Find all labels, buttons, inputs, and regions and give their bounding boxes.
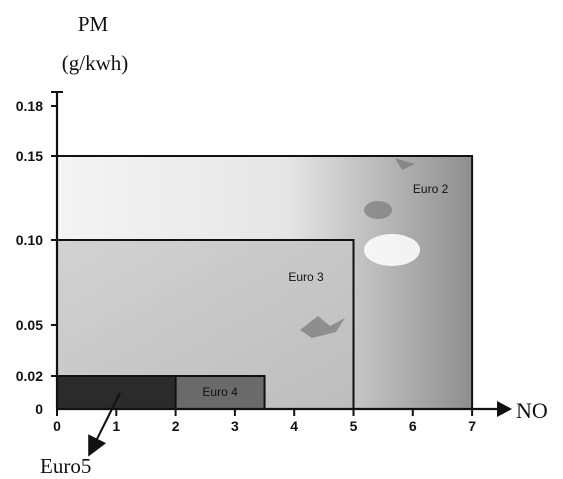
x-tick-label-4: 4	[290, 418, 298, 434]
region-label-euro2: Euro 2	[413, 182, 449, 196]
limit-regions	[56, 155, 474, 410]
y-axis-title-line1: PM	[78, 12, 109, 36]
x-tick-label-2: 2	[172, 418, 180, 434]
euro5-label: Euro5	[40, 454, 91, 478]
tick-labels: 0 1 2 3 4 5 6 7 0 0.02 0.05 0.10 0.15 0.18	[16, 98, 476, 434]
background-shading	[300, 158, 420, 338]
region-euro5	[56, 375, 177, 410]
x-tick-label-0: 0	[53, 418, 61, 434]
region-label-euro4: Euro 4	[202, 385, 238, 399]
x-tick-label-3: 3	[231, 418, 239, 434]
y-axis-title-line2: (g/kwh)	[62, 51, 129, 75]
y-tick-label-0.05: 0.05	[16, 317, 43, 333]
y-tick-label-0: 0	[35, 401, 43, 417]
euro5-pointer-arrow	[88, 392, 121, 457]
region-label-euro3: Euro 3	[288, 270, 324, 284]
x-tick-label-1: 1	[112, 418, 120, 434]
y-tick-label-0.15: 0.15	[16, 148, 43, 164]
tick-marks	[51, 105, 474, 416]
x-tick-label-7: 7	[468, 418, 476, 434]
x-tick-label-6: 6	[409, 418, 417, 434]
y-tick-label-0.02: 0.02	[16, 368, 43, 384]
x-tick-label-5: 5	[350, 418, 358, 434]
axes	[51, 91, 512, 417]
x-axis-title: NO	[516, 398, 548, 423]
y-tick-label-0.10: 0.10	[16, 232, 43, 248]
x-axis-arrow-icon	[497, 401, 512, 417]
region-labels: Euro 2 Euro 3 Euro 4	[202, 182, 448, 399]
y-tick-label-0.18: 0.18	[16, 98, 43, 114]
